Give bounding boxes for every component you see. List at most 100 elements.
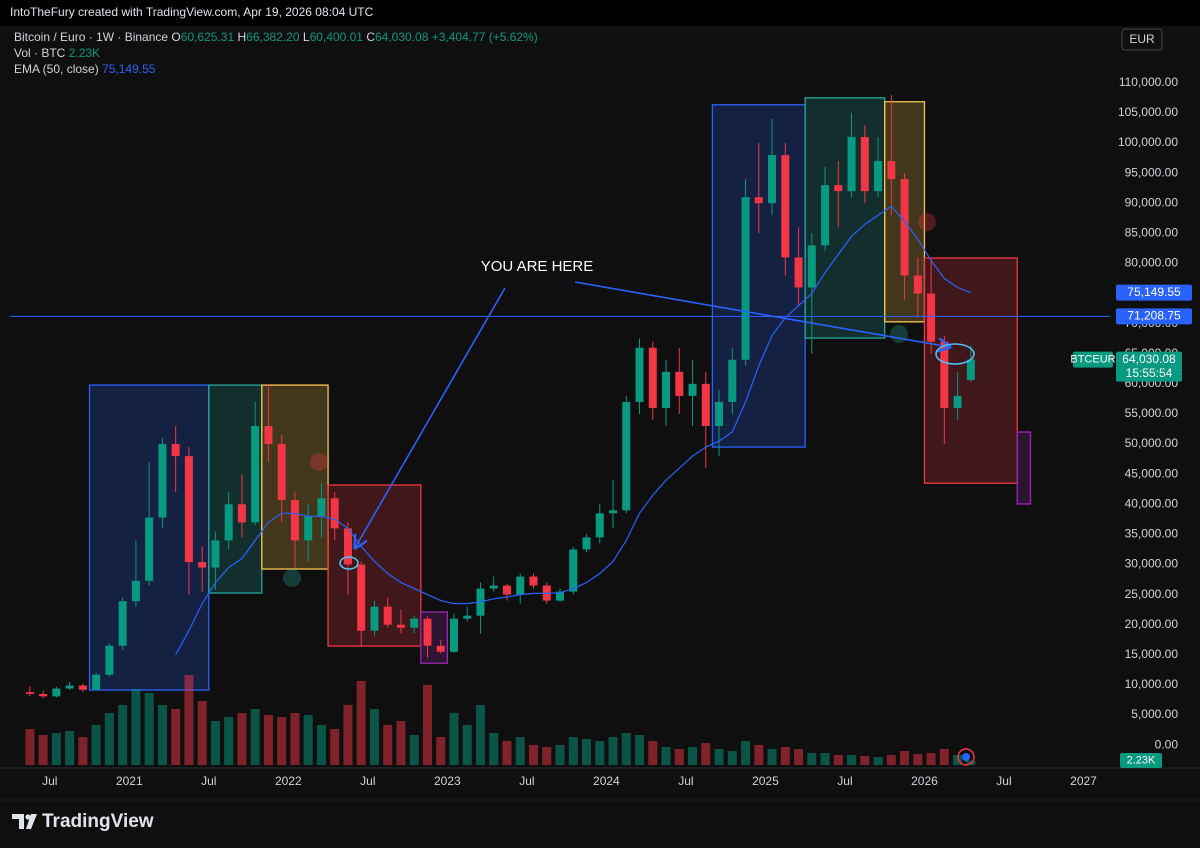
candle-body [224, 504, 233, 541]
volume-bar [118, 705, 128, 765]
volume-bar [25, 729, 35, 765]
ohlc-value: 60,625.31 [181, 30, 235, 44]
x-tick-label: 2023 [434, 774, 461, 788]
marker-dot [283, 569, 301, 587]
marker-dot [918, 213, 936, 231]
candle-body [184, 456, 193, 563]
volume-bar [449, 713, 459, 765]
x-tick-label: Jul [360, 774, 375, 788]
last-price-badge [1116, 351, 1182, 382]
candle-body [953, 395, 962, 408]
volume-bar [316, 725, 326, 765]
x-tick-label: 2026 [911, 774, 938, 788]
volume-bar [237, 713, 247, 765]
volume-bar [542, 747, 552, 765]
ohlc-value: 60,400.01 [310, 30, 364, 44]
candle-body [834, 185, 843, 192]
arrow [574, 281, 950, 347]
candle-body [927, 293, 936, 342]
volume-bar [462, 725, 472, 765]
candle-body [330, 498, 339, 529]
volume-bar [648, 741, 658, 765]
x-tick-label: Jul [519, 774, 534, 788]
ohlc-key: L [303, 30, 310, 44]
volume-bar [409, 735, 419, 765]
candle-body [264, 426, 273, 445]
candle-body [781, 155, 790, 258]
candle-body [396, 624, 405, 628]
y-tick-label: 25,000.00 [1125, 587, 1179, 601]
range-box [804, 97, 886, 339]
volume-bar [515, 737, 525, 765]
price-badge-label: 75,149.55 [1127, 285, 1181, 299]
volume-bar [727, 751, 737, 765]
candle-body [343, 528, 352, 565]
candle-body [609, 510, 618, 514]
x-tick-label: Jul [201, 774, 216, 788]
highlight-ellipse [935, 343, 975, 365]
x-tick-label: 2021 [116, 774, 143, 788]
volume-bar [475, 705, 485, 765]
y-tick-label: 35,000.00 [1125, 527, 1179, 541]
candle-body [237, 504, 246, 523]
volume-value: 2.23K [69, 46, 100, 60]
candle-body [410, 618, 419, 628]
volume-bar [953, 755, 963, 765]
logo-mark [26, 814, 37, 829]
ohlc-key: C [366, 30, 375, 44]
volume-bar [555, 745, 565, 765]
candle-body [52, 688, 61, 697]
candle-body [516, 576, 525, 595]
y-tick-label: 90,000.00 [1125, 195, 1179, 209]
candle-body [940, 341, 949, 408]
volume-bar [820, 753, 830, 765]
candle-body [158, 444, 167, 518]
price-badge-label: 71,208.75 [1127, 309, 1181, 323]
volume-bar [224, 717, 234, 765]
countdown-label: 15:55:54 [1126, 366, 1173, 380]
volume-bar [847, 755, 857, 765]
candle-body [105, 645, 114, 675]
volume-badge-label: 2.23K [1127, 754, 1156, 766]
volume-bar [171, 709, 181, 765]
marker-dot [310, 453, 328, 471]
x-tick-label: 2022 [275, 774, 302, 788]
y-tick-label: 95,000.00 [1125, 165, 1179, 179]
candle-body [966, 359, 975, 381]
volume-bar [263, 715, 273, 765]
change: +3,404.77 (+5.62%) [432, 30, 538, 44]
candle-body [131, 580, 140, 602]
volume-bar [688, 747, 698, 765]
candle-body [847, 136, 856, 192]
candle-body [25, 692, 34, 694]
volume-bar [38, 735, 48, 765]
currency-button[interactable] [1121, 28, 1163, 51]
candle-body [715, 401, 724, 427]
volume-bar [635, 735, 645, 765]
candle-body [118, 601, 127, 646]
volume-bar [714, 749, 724, 765]
volume-bar [913, 754, 923, 765]
volume-bar [303, 715, 313, 765]
volume-bar [277, 717, 287, 765]
legend-line: EMA (50, close) 75,149.55 [14, 62, 156, 76]
candle-body [622, 401, 631, 511]
volume-bar [422, 685, 432, 765]
candle-body [145, 517, 154, 581]
x-tick-label: Jul [678, 774, 693, 788]
candle-body [648, 347, 657, 408]
volume-badge [1120, 753, 1162, 768]
volume-bar [754, 745, 764, 765]
volume-bar [873, 757, 883, 765]
ema-value: 75,149.55 [102, 62, 156, 76]
volume-bar [184, 675, 194, 765]
currency-label[interactable]: EUR [1129, 32, 1155, 46]
logo: TradingView [12, 811, 154, 832]
volume-bar [383, 725, 393, 765]
candle-body [662, 371, 671, 408]
volume-bar [741, 741, 751, 765]
annotation: YOU ARE HERE [481, 258, 594, 275]
candle-body [887, 161, 896, 180]
price-badge [1116, 284, 1192, 301]
candle-body [569, 549, 578, 592]
